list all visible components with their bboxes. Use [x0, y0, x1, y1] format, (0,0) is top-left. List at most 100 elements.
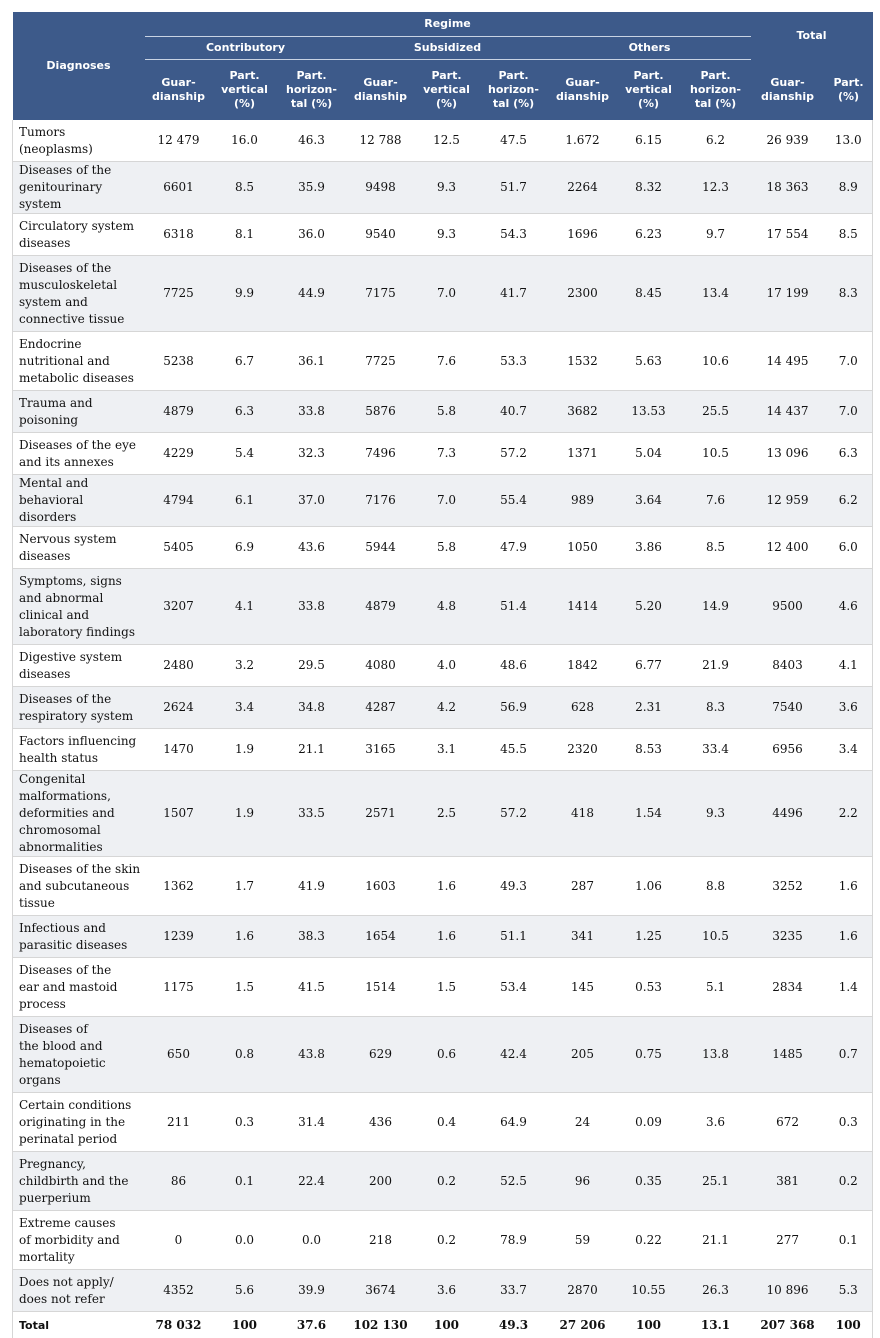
contributory-part-vertical-cell: 5.6: [213, 1270, 277, 1312]
subsidized-part-vertical-cell: 7.0: [415, 475, 479, 527]
contributory-guardianship-cell: 1470: [145, 729, 213, 771]
contributory-part-horizontal-cell: 33.8: [277, 391, 347, 433]
others-guardianship-cell: 205: [549, 1017, 617, 1093]
subsidized-guardianship-cell: 102 130: [347, 1312, 415, 1338]
contributory-part-vertical-cell: 0.0: [213, 1211, 277, 1270]
others-guardianship-cell: 1414: [549, 569, 617, 645]
others-guardianship-cell: 96: [549, 1152, 617, 1211]
total-part-cell: 0.7: [825, 1017, 873, 1093]
contributory-guardianship-cell: 6601: [145, 162, 213, 214]
header-total-guardianship: Guar-dianship: [751, 60, 825, 121]
subsidized-part-horizontal-cell: 53.3: [479, 332, 549, 391]
total-guardianship-cell: 3252: [751, 857, 825, 916]
subsidized-part-vertical-cell: 0.2: [415, 1152, 479, 1211]
others-guardianship-cell: 418: [549, 771, 617, 857]
subsidized-guardianship-cell: 1514: [347, 958, 415, 1017]
header-others-part-horizontal: Part.horizon-tal (%): [681, 60, 751, 121]
diagnosis-cell: Tumors(neoplasms): [13, 120, 145, 162]
subsidized-guardianship-cell: 218: [347, 1211, 415, 1270]
subsidized-part-horizontal-cell: 48.6: [479, 645, 549, 687]
contributory-guardianship-cell: 211: [145, 1093, 213, 1152]
header-regime: Regime: [145, 12, 751, 37]
contributory-guardianship-cell: 4352: [145, 1270, 213, 1312]
total-guardianship-cell: 6956: [751, 729, 825, 771]
others-part-horizontal-cell: 5.1: [681, 958, 751, 1017]
others-part-horizontal-cell: 9.3: [681, 771, 751, 857]
others-part-horizontal-cell: 21.1: [681, 1211, 751, 1270]
others-guardianship-cell: 2300: [549, 256, 617, 332]
contributory-guardianship-cell: 78 032: [145, 1312, 213, 1338]
contributory-guardianship-cell: 5238: [145, 332, 213, 391]
others-part-horizontal-cell: 25.1: [681, 1152, 751, 1211]
contributory-guardianship-cell: 4879: [145, 391, 213, 433]
total-part-cell: 8.9: [825, 162, 873, 214]
total-guardianship-cell: 14 495: [751, 332, 825, 391]
total-guardianship-cell: 8403: [751, 645, 825, 687]
header-others-guardianship: Guar-dianship: [549, 60, 617, 121]
others-part-horizontal-cell: 8.3: [681, 687, 751, 729]
contributory-part-vertical-cell: 6.9: [213, 527, 277, 569]
contributory-part-horizontal-cell: 44.9: [277, 256, 347, 332]
total-part-cell: 6.3: [825, 433, 873, 475]
others-part-vertical-cell: 5.63: [617, 332, 681, 391]
contributory-part-horizontal-cell: 46.3: [277, 120, 347, 162]
subsidized-part-horizontal-cell: 49.3: [479, 1312, 549, 1338]
header-contributory-guardianship: Guar-dianship: [145, 60, 213, 121]
others-part-vertical-cell: 8.32: [617, 162, 681, 214]
subsidized-part-vertical-cell: 12.5: [415, 120, 479, 162]
subsidized-part-vertical-cell: 7.3: [415, 433, 479, 475]
contributory-part-horizontal-cell: 31.4: [277, 1093, 347, 1152]
others-guardianship-cell: 341: [549, 916, 617, 958]
others-part-horizontal-cell: 10.5: [681, 916, 751, 958]
subsidized-part-vertical-cell: 3.1: [415, 729, 479, 771]
total-part-cell: 0.1: [825, 1211, 873, 1270]
subsidized-part-vertical-cell: 7.0: [415, 256, 479, 332]
subsidized-part-horizontal-cell: 51.7: [479, 162, 549, 214]
others-part-vertical-cell: 8.53: [617, 729, 681, 771]
others-guardianship-cell: 59: [549, 1211, 617, 1270]
total-guardianship-cell: 381: [751, 1152, 825, 1211]
contributory-guardianship-cell: 1362: [145, 857, 213, 916]
others-part-horizontal-cell: 10.6: [681, 332, 751, 391]
subsidized-part-horizontal-cell: 42.4: [479, 1017, 549, 1093]
total-part-cell: 1.6: [825, 857, 873, 916]
subsidized-guardianship-cell: 9540: [347, 214, 415, 256]
others-guardianship-cell: 287: [549, 857, 617, 916]
header-contributory-part-horizontal: Part.horizon-tal (%): [277, 60, 347, 121]
total-guardianship-cell: 9500: [751, 569, 825, 645]
total-part-cell: 2.2: [825, 771, 873, 857]
subsidized-guardianship-cell: 5876: [347, 391, 415, 433]
others-guardianship-cell: 3682: [549, 391, 617, 433]
subsidized-part-vertical-cell: 4.2: [415, 687, 479, 729]
total-guardianship-cell: 17 554: [751, 214, 825, 256]
contributory-part-horizontal-cell: 0.0: [277, 1211, 347, 1270]
total-guardianship-cell: 7540: [751, 687, 825, 729]
others-guardianship-cell: 1371: [549, 433, 617, 475]
subsidized-guardianship-cell: 2571: [347, 771, 415, 857]
others-part-horizontal-cell: 8.8: [681, 857, 751, 916]
others-guardianship-cell: 2870: [549, 1270, 617, 1312]
total-guardianship-cell: 10 896: [751, 1270, 825, 1312]
contributory-guardianship-cell: 3207: [145, 569, 213, 645]
others-part-horizontal-cell: 8.5: [681, 527, 751, 569]
others-part-vertical-cell: 5.20: [617, 569, 681, 645]
contributory-part-horizontal-cell: 36.1: [277, 332, 347, 391]
others-part-vertical-cell: 0.53: [617, 958, 681, 1017]
